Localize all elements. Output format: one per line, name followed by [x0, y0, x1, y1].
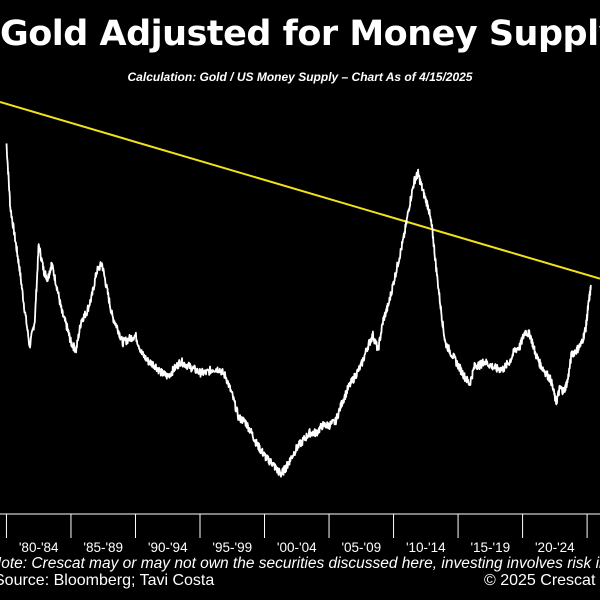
- x-tick-label: '15-'19: [470, 540, 510, 555]
- x-tick-label: '85-'89: [83, 540, 123, 555]
- series-group: [5, 143, 592, 478]
- x-tick-label: '90-'94: [148, 540, 188, 555]
- x-axis: '80-'84 '85-'89 '90-'94 '95-'99 '00-'04 '05-'…: [0, 513, 600, 555]
- series-line-gold-money-supply: [5, 143, 592, 478]
- chart-subtitle: Calculation: Gold / US Money Supply – Ch…: [127, 70, 473, 84]
- x-tick-label: '20-'24: [535, 540, 575, 555]
- x-tick-label: '10-'14: [406, 540, 446, 555]
- chart-title: Gold Adjusted for Money Supply: [0, 14, 600, 54]
- resistance-trendline: [0, 101, 600, 280]
- x-tick-label: '05-'09: [341, 540, 381, 555]
- trendline-group: [0, 101, 600, 280]
- x-tick-label: '00-'04: [277, 540, 317, 555]
- x-tick-label: '80-'84: [19, 540, 59, 555]
- x-tick-label: '95-'99: [212, 540, 252, 555]
